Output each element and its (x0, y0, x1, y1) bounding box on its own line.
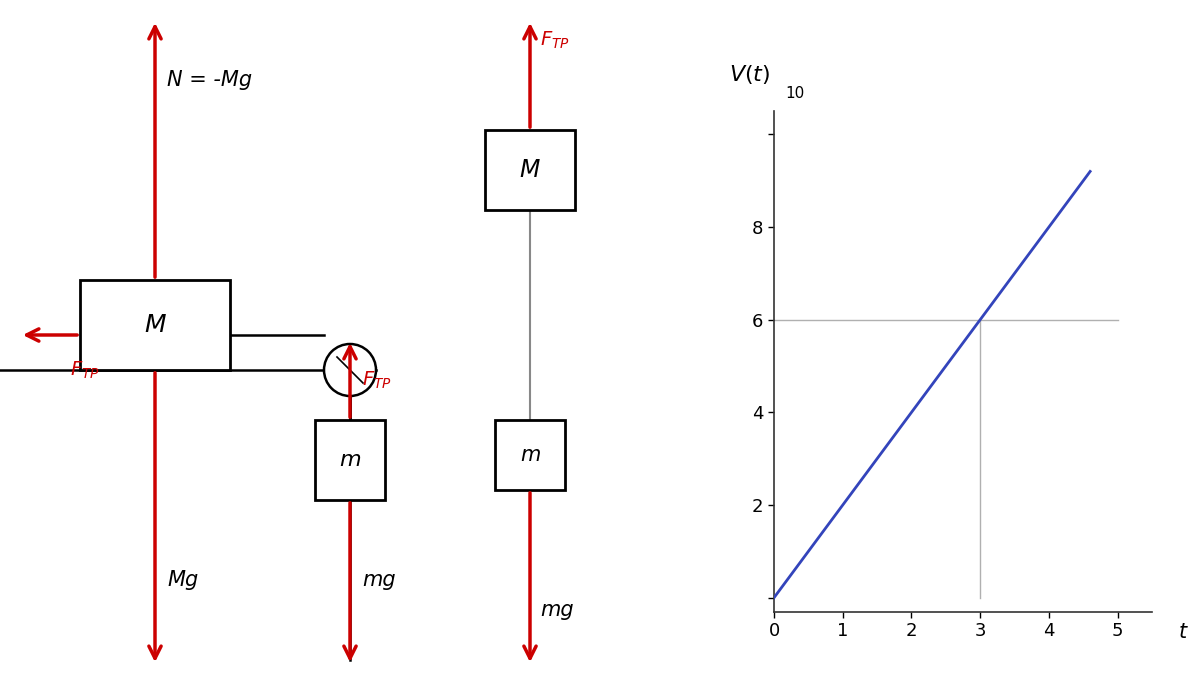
Text: M: M (144, 313, 166, 337)
Text: mg: mg (362, 570, 396, 590)
Text: $F_{TP}$: $F_{TP}$ (362, 369, 391, 391)
Text: $F_{TP}$: $F_{TP}$ (70, 359, 100, 381)
Bar (314, 420, 385, 500)
Text: t: t (1178, 621, 1187, 641)
Bar (80, 280, 230, 370)
Bar (485, 130, 575, 210)
Text: $F_{TP}$: $F_{TP}$ (540, 29, 570, 51)
Text: $V(t)$: $V(t)$ (728, 63, 770, 86)
Text: mg: mg (540, 600, 574, 620)
Text: M: M (520, 158, 540, 182)
Text: Mg: Mg (167, 570, 198, 590)
Bar (496, 420, 565, 490)
Text: N = -Mg: N = -Mg (167, 70, 252, 90)
Circle shape (324, 344, 376, 396)
Text: m: m (520, 445, 540, 465)
Text: m: m (340, 450, 361, 470)
Text: 10: 10 (785, 86, 804, 101)
